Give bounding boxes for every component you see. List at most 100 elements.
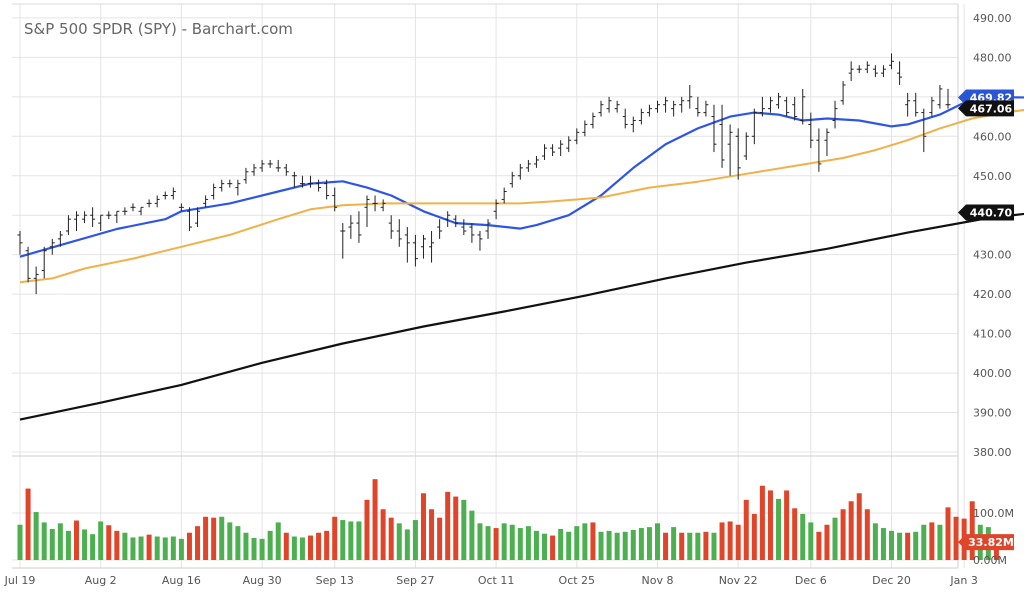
ohlc-bar — [364, 195, 370, 228]
volume-bar — [388, 517, 394, 560]
volume-bar — [654, 523, 660, 560]
ohlc-bar — [396, 219, 402, 247]
volume-bar — [776, 498, 782, 560]
ohlc-bar — [663, 96, 669, 113]
ohlc-bar — [106, 211, 112, 220]
volume-bar — [356, 521, 362, 560]
ohlc-bar — [178, 203, 184, 212]
ohlc-bar — [25, 246, 31, 283]
ohlc-bar — [848, 61, 854, 82]
volume-bar — [138, 536, 144, 560]
ohlc-bar — [703, 100, 709, 117]
chart-title: S&P 500 SPDR (SPY) - Barchart.com — [24, 20, 293, 38]
ohlc-bar — [477, 231, 483, 251]
ohlc-bar — [251, 163, 257, 176]
volume-bar — [114, 530, 120, 560]
volume-bar — [404, 529, 410, 560]
price-tick-label: 490.00 — [973, 12, 1012, 25]
ohlc-bar — [679, 96, 685, 113]
volume-layer — [17, 479, 999, 560]
volume-bar — [203, 516, 209, 560]
ohlc-bar — [800, 88, 806, 125]
ohlc-bar — [493, 199, 499, 220]
volume-bar — [832, 517, 838, 560]
ohlc-bar — [308, 175, 314, 188]
ohlc-bar — [356, 211, 362, 243]
volume-bar — [461, 499, 467, 560]
volume-bar — [590, 522, 596, 560]
volume-bar — [606, 530, 612, 560]
volume-bar — [82, 529, 88, 560]
volume-bar — [792, 508, 798, 560]
price-tick-label: 410.00 — [973, 328, 1012, 341]
ohlc-bar — [719, 104, 725, 168]
x-tick-label: Jan 3 — [949, 574, 977, 587]
ohlc-bar — [654, 100, 660, 113]
ohlc-bar — [832, 100, 838, 129]
ohlc-bar — [316, 179, 322, 192]
volume-bar — [364, 499, 370, 560]
volume-bar — [485, 526, 491, 560]
volume-bar — [542, 533, 548, 560]
x-tick-label: Oct 11 — [478, 574, 515, 587]
ohlc-bar — [291, 171, 297, 188]
volume-bar — [106, 525, 112, 560]
ohlc-bar — [638, 108, 644, 125]
ohlc-bar — [17, 231, 23, 255]
volume-bar — [703, 531, 709, 560]
volume-bar — [316, 532, 322, 560]
price-badge-label: 467.06 — [970, 102, 1013, 115]
volume-bar — [235, 526, 241, 560]
ohlc-bar — [574, 128, 580, 145]
ohlc-bar — [864, 61, 870, 74]
ohlc-bar — [235, 179, 241, 196]
volume-bar — [477, 523, 483, 560]
volume-bar — [275, 522, 281, 560]
volume-bar — [33, 512, 39, 560]
ohlc-bar — [743, 132, 749, 160]
ohlc-bar — [227, 179, 233, 188]
volume-bar — [324, 530, 330, 560]
ohlc-bar — [90, 207, 96, 228]
ohlc-bar — [65, 215, 71, 235]
ohlc-bar — [57, 231, 63, 247]
ohlc-bar — [404, 227, 410, 263]
ohlc-bar — [517, 163, 523, 180]
ohlc-bar — [49, 238, 55, 255]
volume-bar — [969, 501, 975, 560]
volume-bar — [574, 526, 580, 560]
volume-bar — [57, 523, 63, 560]
volume-bar — [299, 537, 305, 560]
ohlc-bar — [784, 96, 790, 117]
price-badge-shape — [958, 204, 1014, 221]
volume-bar — [848, 501, 854, 560]
ohlc-bar — [243, 167, 249, 184]
ohlc-bar — [98, 214, 104, 231]
ohlc-bar — [195, 207, 201, 228]
price-tick-label: 480.00 — [973, 51, 1012, 64]
volume-bar — [122, 532, 128, 560]
volume-bar — [259, 538, 265, 560]
price-badge-label: 440.70 — [970, 206, 1013, 219]
volume-bar — [219, 516, 225, 560]
ohlc-bar — [695, 96, 701, 117]
ohlc-bar — [509, 171, 515, 188]
volume-bar — [929, 522, 935, 560]
ohlc-bar — [606, 96, 612, 113]
price-tick-label: 430.00 — [973, 249, 1012, 262]
ohlc-bar — [186, 207, 192, 231]
x-tick-label: Dec 6 — [795, 574, 827, 587]
ohlc-bar — [622, 108, 628, 129]
volume-bar — [695, 532, 701, 560]
x-tick-label: Dec 20 — [872, 574, 911, 587]
volume-bar — [453, 496, 459, 560]
volume-bar — [227, 522, 233, 560]
ohlc-bar — [671, 100, 677, 117]
ohlc-bar — [82, 211, 88, 224]
volume-bar — [671, 527, 677, 560]
ohlc-bar — [897, 61, 903, 85]
ohlc-bar — [469, 223, 475, 243]
volume-bar — [558, 528, 564, 560]
moving-average-line — [19, 212, 1024, 421]
ohlc-bar — [598, 100, 604, 117]
